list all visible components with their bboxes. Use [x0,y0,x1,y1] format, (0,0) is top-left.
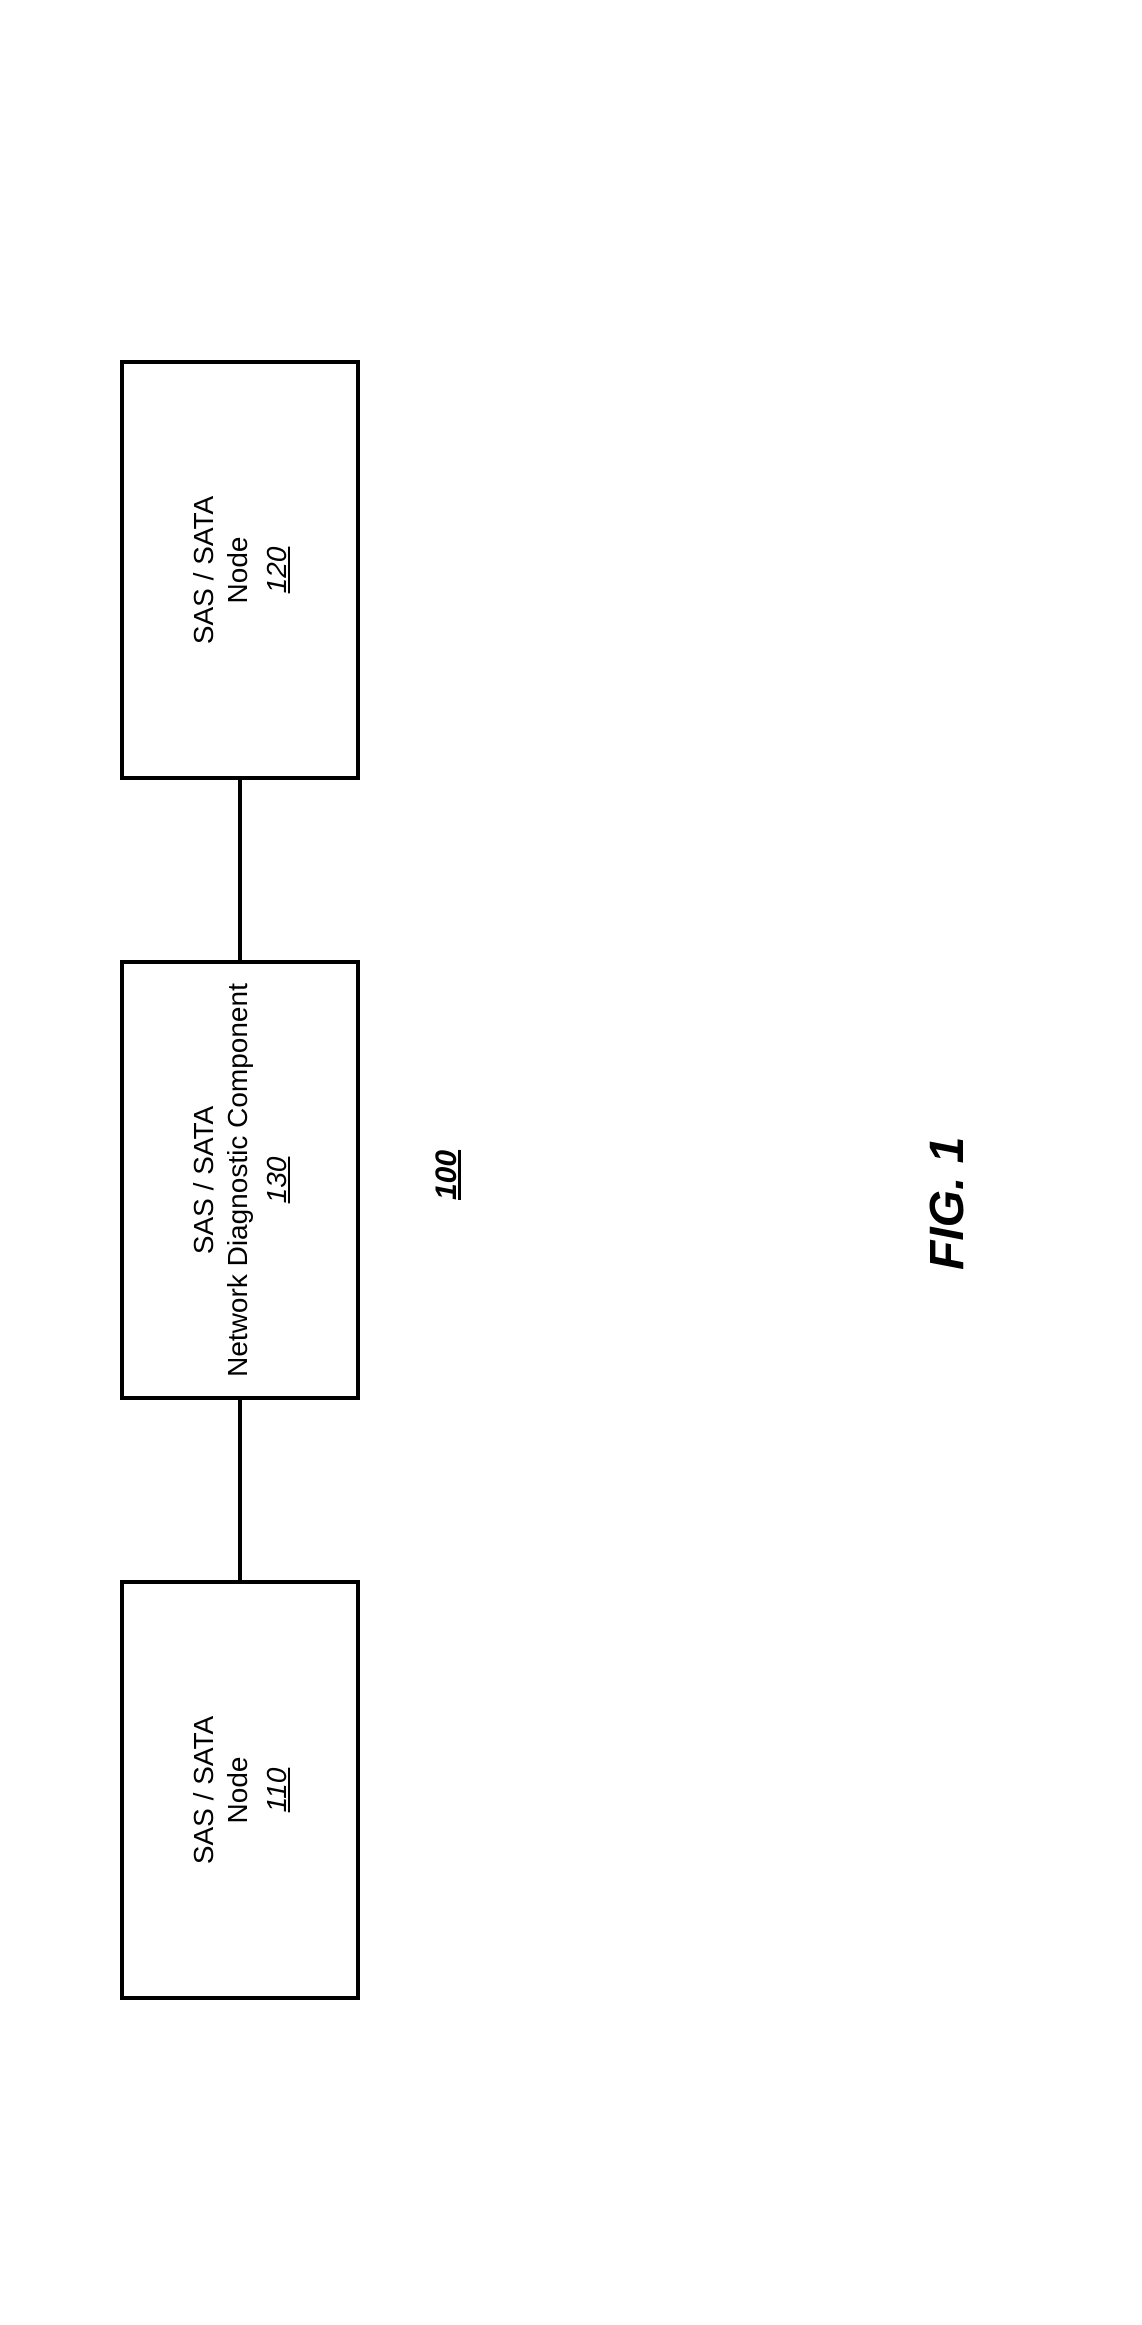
node-130-line1: SAS / SATA [187,1106,221,1254]
node-110-line1: SAS / SATA [187,1716,221,1864]
node-110-line2: Node [221,1757,255,1824]
node-130-ref: 130 [261,1157,293,1204]
node-120-line1: SAS / SATA [187,496,221,644]
node-130-line2: Network Diagnostic Component [221,983,255,1377]
node-130-box: SAS / SATA Network Diagnostic Component … [120,960,360,1400]
block-diagram: SAS / SATA Node 110 SAS / SATA Network D… [120,360,360,2000]
connector-130-120 [238,780,242,960]
node-120-line2: Node [221,537,255,604]
figure-label: FIG. 1 [920,1137,975,1270]
connector-110-130 [238,1400,242,1580]
diagram-ref-number: 100 [430,1150,464,1200]
node-110-ref: 110 [261,1768,293,1813]
node-110-box: SAS / SATA Node 110 [120,1580,360,2000]
node-120-box: SAS / SATA Node 120 [120,360,360,780]
node-120-ref: 120 [261,547,293,594]
